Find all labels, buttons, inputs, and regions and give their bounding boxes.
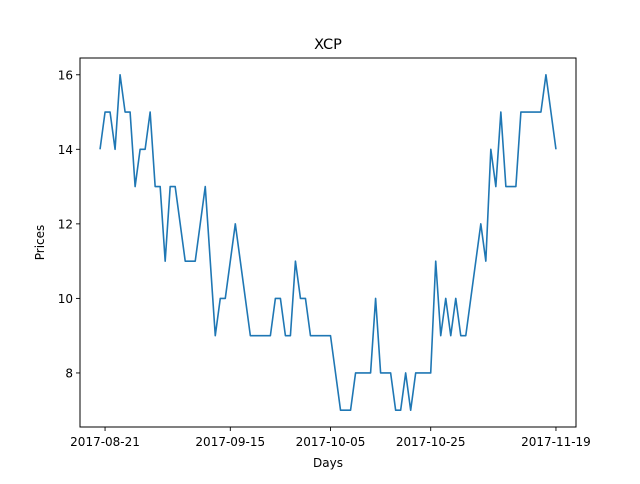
y-tick-label: 14 — [58, 143, 73, 157]
y-axis: 8 10 12 14 16 — [58, 68, 80, 380]
x-tick-label: 2017-09-15 — [195, 435, 265, 449]
x-axis: 2017-08-21 2017-09-15 2017-10-05 2017-10-25… — [70, 427, 591, 449]
x-tick-label: 2017-11-19 — [521, 435, 591, 449]
x-axis-label: Days — [313, 456, 343, 470]
x-tick-label: 2017-10-05 — [296, 435, 366, 449]
y-tick-label: 16 — [58, 68, 73, 82]
y-axis-label: Prices — [33, 225, 47, 261]
y-tick-label: 8 — [65, 366, 73, 380]
plot-area — [99, 73, 557, 412]
y-tick-label: 10 — [58, 292, 73, 306]
series-line-0 — [99, 73, 557, 412]
chart-title: XCP — [314, 37, 342, 53]
y-tick-label: 12 — [58, 217, 73, 231]
x-tick-label: 2017-10-25 — [396, 435, 466, 449]
axes-frame — [79, 57, 577, 428]
x-tick-label: 2017-08-21 — [70, 435, 140, 449]
